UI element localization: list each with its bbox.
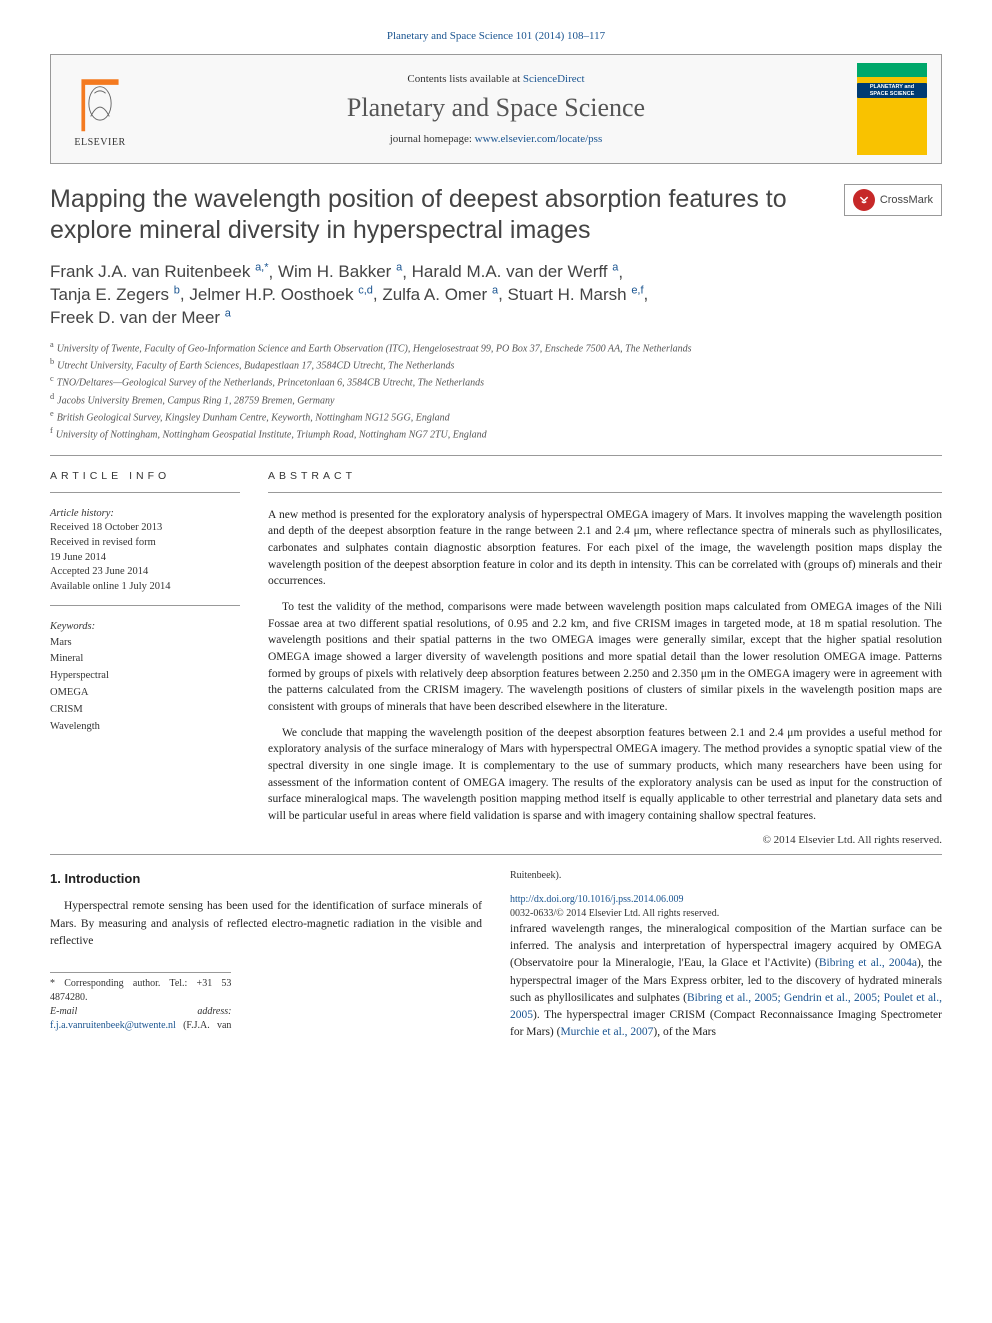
intro-para-1: Hyperspectral remote sensing has been us… (50, 898, 482, 950)
elsevier-label: ELSEVIER (74, 137, 125, 148)
abstract-col: ABSTRACT A new method is presented for t… (268, 470, 942, 846)
keyword: OMEGA (50, 685, 240, 702)
affiliation: cTNO/Deltares—Geological Survey of the N… (50, 373, 942, 390)
abstract-header: ABSTRACT (268, 470, 942, 482)
homepage-prefix: journal homepage: (390, 133, 475, 145)
article-history-label: Article history: (50, 507, 240, 522)
copyright-line: © 2014 Elsevier Ltd. All rights reserved… (268, 834, 942, 846)
divider (50, 455, 942, 456)
keyword: Mars (50, 635, 240, 652)
corresponding-author: * Corresponding author. Tel.: +31 53 487… (50, 977, 231, 1005)
author-email-link[interactable]: f.j.a.vanruitenbeek@utwente.nl (50, 1020, 176, 1031)
keyword: Hyperspectral (50, 668, 240, 685)
online-date: Available online 1 July 2014 (50, 580, 240, 595)
affiliation-list: aUniversity of Twente, Faculty of Geo-In… (50, 339, 942, 443)
keywords-label: Keywords: (50, 620, 240, 635)
contents-line: Contents lists available at ScienceDirec… (135, 73, 857, 85)
cover-title-badge: PLANETARY and SPACE SCIENCE (857, 83, 927, 98)
accepted-date: Accepted 23 June 2014 (50, 565, 240, 580)
article-footer-meta: http://dx.doi.org/10.1016/j.pss.2014.06.… (510, 893, 942, 921)
author: Jelmer H.P. Oosthoek c,d (189, 285, 373, 304)
citation-link[interactable]: Murchie et al., 2007 (560, 1026, 653, 1038)
sciencedirect-link[interactable]: ScienceDirect (523, 73, 585, 85)
affiliation: bUtrecht University, Faculty of Earth Sc… (50, 356, 942, 373)
keyword: Wavelength (50, 719, 240, 736)
revised-line2: 19 June 2014 (50, 551, 240, 566)
contents-prefix: Contents lists available at (407, 73, 522, 85)
citation-link[interactable]: Bibring et al., 2004a (819, 957, 917, 969)
journal-homepage-link[interactable]: www.elsevier.com/locate/pss (475, 133, 603, 145)
author: Freek D. van der Meer a (50, 308, 231, 327)
author: Harald M.A. van der Werff a (412, 262, 619, 281)
keyword: Mineral (50, 651, 240, 668)
doi-link[interactable]: http://dx.doi.org/10.1016/j.pss.2014.06.… (510, 894, 683, 905)
intro-heading: 1. Introduction (50, 869, 482, 889)
affiliation: eBritish Geological Survey, Kingsley Dun… (50, 408, 942, 425)
abstract-para: To test the validity of the method, comp… (268, 599, 942, 716)
article-info-header: ARTICLE INFO (50, 470, 240, 482)
elsevier-logo: ELSEVIER (65, 70, 135, 148)
divider (50, 854, 942, 855)
author: Frank J.A. van Ruitenbeek a,* (50, 262, 269, 281)
affiliation: fUniversity of Nottingham, Nottingham Ge… (50, 425, 942, 442)
keyword: CRISM (50, 702, 240, 719)
journal-cite-top: Planetary and Space Science 101 (2014) 1… (50, 30, 942, 42)
abstract-para: We conclude that mapping the wavelength … (268, 725, 942, 825)
affiliation: aUniversity of Twente, Faculty of Geo-In… (50, 339, 942, 356)
author: Wim H. Bakker a (278, 262, 402, 281)
crossmark-label: CrossMark (880, 194, 933, 206)
crossmark-icon (853, 189, 875, 211)
crossmark-badge[interactable]: CrossMark (844, 184, 942, 216)
journal-cover-thumb: PLANETARY and SPACE SCIENCE (857, 63, 927, 155)
abstract-para: A new method is presented for the explor… (268, 507, 942, 590)
author-list: Frank J.A. van Ruitenbeek a,*, Wim H. Ba… (50, 261, 942, 329)
received-date: Received 18 October 2013 (50, 521, 240, 536)
revised-line1: Received in revised form (50, 536, 240, 551)
journal-homepage-line: journal homepage: www.elsevier.com/locat… (135, 133, 857, 145)
issn-copyright: 0032-0633/© 2014 Elsevier Ltd. All right… (510, 907, 942, 921)
journal-header-box: ELSEVIER Contents lists available at Sci… (50, 54, 942, 164)
author: Tanja E. Zegers b (50, 285, 180, 304)
affiliation: dJacobs University Bremen, Campus Ring 1… (50, 391, 942, 408)
abstract-body: A new method is presented for the explor… (268, 507, 942, 825)
journal-name: Planetary and Space Science (135, 93, 857, 123)
article-title: Mapping the wavelength position of deepe… (50, 184, 844, 247)
author: Stuart H. Marsh e,f (508, 285, 644, 304)
article-info-col: ARTICLE INFO Article history: Received 1… (50, 470, 240, 846)
intro-para-2: infrared wavelength ranges, the mineralo… (510, 921, 942, 1042)
article-body: 1. Introduction Hyperspectral remote sen… (50, 869, 942, 1042)
author: Zulfa A. Omer a (382, 285, 498, 304)
